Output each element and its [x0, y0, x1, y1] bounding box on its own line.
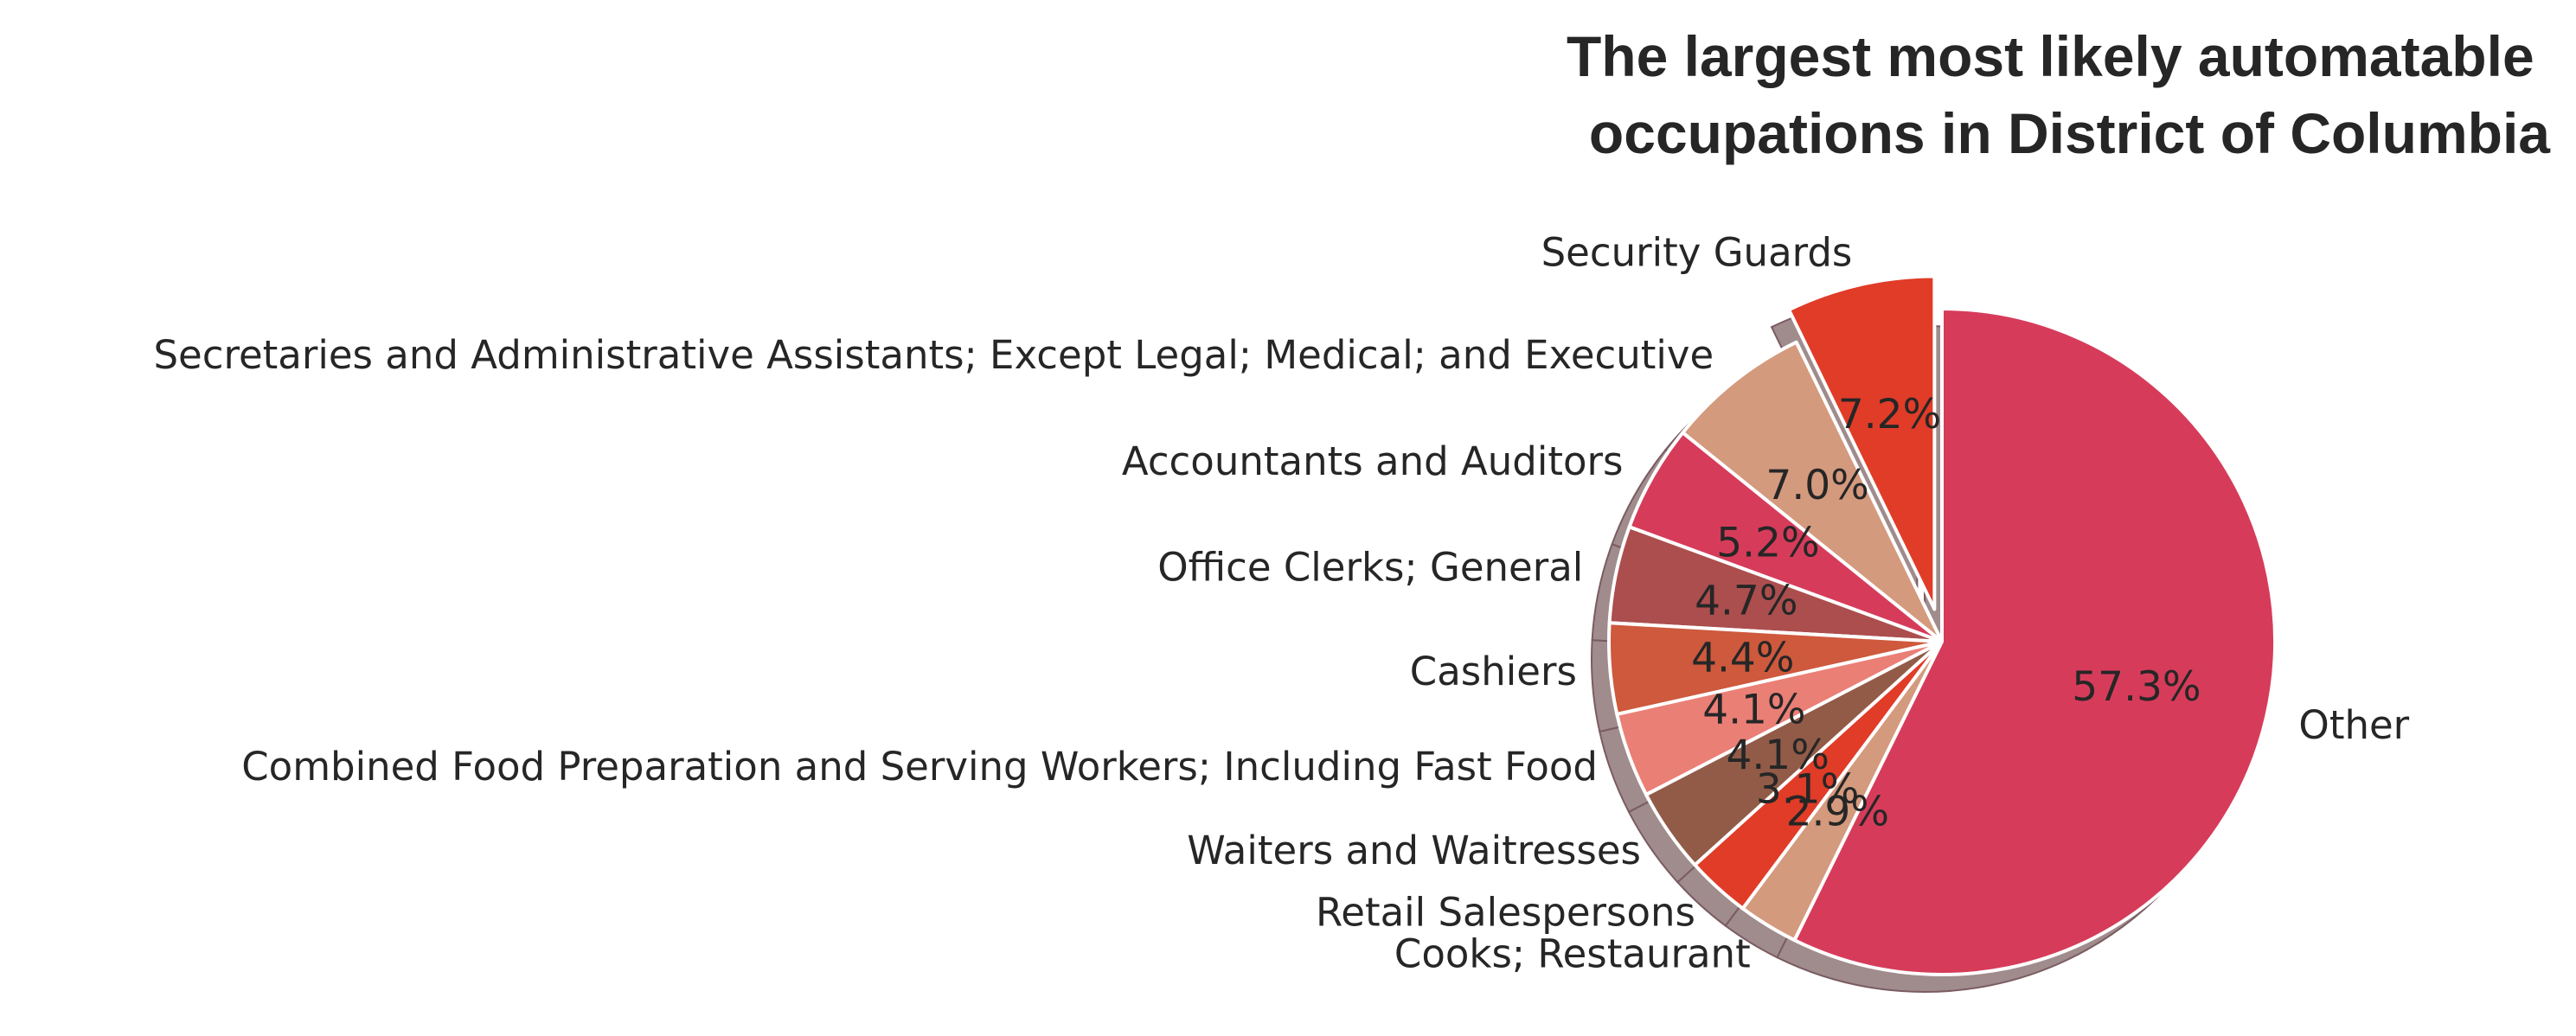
slice-value-label: 4.1%: [1726, 732, 1829, 779]
slice-category-label: Waiters and Waitresses: [1187, 828, 1641, 873]
slice-category-label: Other: [2298, 702, 2409, 748]
slice-category-label: Cooks; Restaurant: [1394, 931, 1751, 977]
slice-category-label: Combined Food Preparation and Serving Wo…: [241, 744, 1598, 790]
chart-title: The largest most likely automatable occu…: [1567, 24, 2551, 165]
slice-value-label: 3.1%: [1756, 765, 1859, 813]
slice-category-label: Security Guards: [1541, 229, 1853, 275]
slice-value-label: 4.4%: [1691, 634, 1794, 681]
slice-secretaries-and-administrative-assistants-except-legal-medical-and-executive: [1681, 340, 1944, 643]
slice-value-label: 7.2%: [1838, 391, 1941, 438]
slice-category-label: Accountants and Auditors: [1122, 438, 1624, 484]
slice-category-label: Secretaries and Administrative Assistant…: [153, 332, 1714, 378]
chart-title-line-1: The largest most likely automatable: [1567, 24, 2534, 88]
pie-wedges: [1607, 274, 2277, 976]
slice-security-guards: [1787, 274, 1937, 611]
slice-category-label: Cashiers: [1410, 649, 1577, 694]
slice-value-label: 4.1%: [1702, 686, 1805, 733]
slice-value-label: 7.0%: [1765, 462, 1868, 509]
slice-value-label: 2.9%: [1786, 788, 1889, 835]
slice-category-label: Retail Salespersons: [1316, 890, 1695, 936]
chart-title-line-2: occupations in District of Columbia: [1589, 101, 2551, 165]
slice-value-label: 5.2%: [1716, 520, 1819, 567]
pie-labels: 7.2% Security Guards 7.0% Secretaries and A…: [153, 229, 2409, 976]
slice-category-label: Office Clerks; General: [1157, 545, 1583, 591]
slice-other: [1792, 307, 2277, 976]
slice-value-label: 4.7%: [1695, 578, 1797, 625]
slice-value-label: 57.3%: [2072, 663, 2201, 711]
